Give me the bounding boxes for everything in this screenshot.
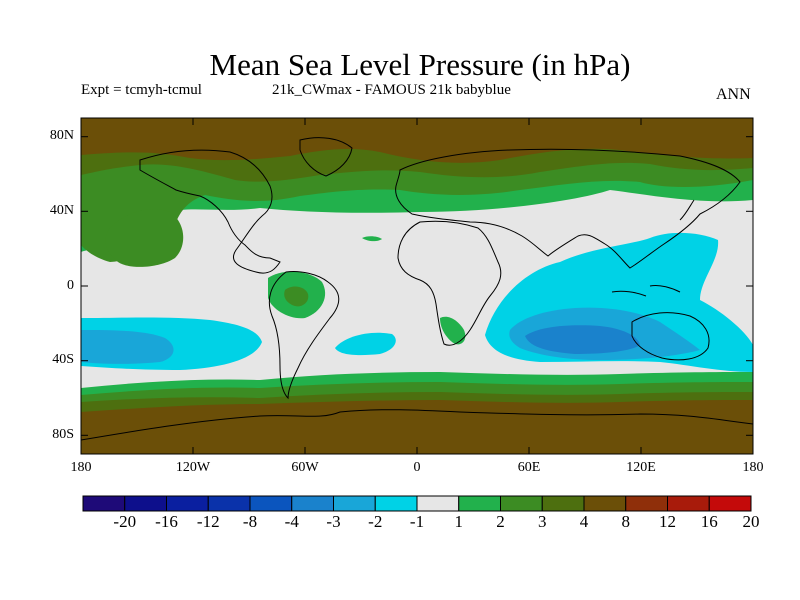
coast-africa [397,220,502,346]
season-label: ANN [716,86,751,103]
field-south-america-olive [284,286,309,307]
lat-ticks [81,136,753,436]
field-africa-green [440,316,466,345]
colorbar-label: 1 [454,512,464,531]
field-south-brown [81,400,753,454]
field-pacific-green-blob [105,209,184,267]
colorbar-label: 8 [621,512,631,531]
colorbar-swatch [207,495,251,512]
lat-label-40s: 40S [52,352,74,367]
colorbar-swatch [625,495,668,512]
lat-label-80n: 80N [49,128,74,143]
coast-australia [631,312,710,361]
colorbar-label: 16 [700,512,718,531]
colorbar-swatch [291,495,334,512]
colorbar [82,495,752,512]
colorbar-label: -4 [284,512,299,531]
field-north-brown [81,118,753,163]
colorbar-label: -8 [242,512,258,531]
colorbar-label: 3 [538,512,547,531]
lat-label-40n: 40N [49,203,74,218]
colorbar-swatch [458,495,501,512]
colorbar-swatch [708,495,752,512]
coast-north-america [139,149,281,274]
coastlines [81,137,753,441]
coast-indonesia [611,285,681,297]
field-indopacific-midblue [525,325,640,354]
lon-label-60e: 60E [517,460,541,475]
colorbar-label: -1 [409,512,425,531]
colorbar-swatch [333,495,376,512]
colorbar-swatch [416,495,460,512]
coast-antarctica [81,409,753,441]
plot-title: Mean Sea Level Pressure (in hPa) [209,47,631,82]
coast-japan [679,199,695,221]
comparison-label: 21k_CWmax - FAMOUS 21k babyblue [272,82,511,98]
colorbar-label: -16 [155,512,178,531]
colorbar-label: -2 [368,512,383,531]
colorbar-label: 12 [659,512,676,531]
colorbar-swatch [667,495,710,512]
lon-label-180w: 180 [70,460,92,475]
colorbar-label: -20 [113,512,137,531]
colorbar-label: -12 [196,512,220,531]
colorbar-swatch [124,495,167,512]
field-atlantic-green [362,236,382,242]
lon-label-120e: 120E [626,460,656,475]
colorbar-swatch [374,495,418,512]
coast-south-america [268,271,340,400]
colorbar-label: 20 [742,512,760,531]
lat-label-80s: 80S [52,427,74,442]
lat-label-0: 0 [67,278,74,293]
lon-label-0: 0 [413,460,421,475]
colorbar-swatch [500,495,543,512]
colorbar-swatch [583,495,627,512]
colorbar-swatch [82,495,126,512]
lon-label-180e: 180 [742,460,764,475]
lon-label-120w: 120W [175,460,211,475]
lon-label-60w: 60W [291,460,319,475]
coast-greenland [299,137,353,177]
field-south-pacific-lightblue [81,330,174,364]
coast-eurasia [395,148,741,269]
experiment-label: Expt = tcmyh-tcmul [81,82,202,98]
colorbar-label: 2 [496,512,505,531]
colorbar-label: 4 [579,512,589,531]
colorbar-swatch [166,495,209,512]
colorbar-label: -3 [326,512,341,531]
pressure-field [81,118,753,454]
colorbar-swatch [541,495,585,512]
lon-ticks [80,118,754,454]
colorbar-swatch [249,495,293,512]
field-south-atlantic-cyan [335,332,396,356]
